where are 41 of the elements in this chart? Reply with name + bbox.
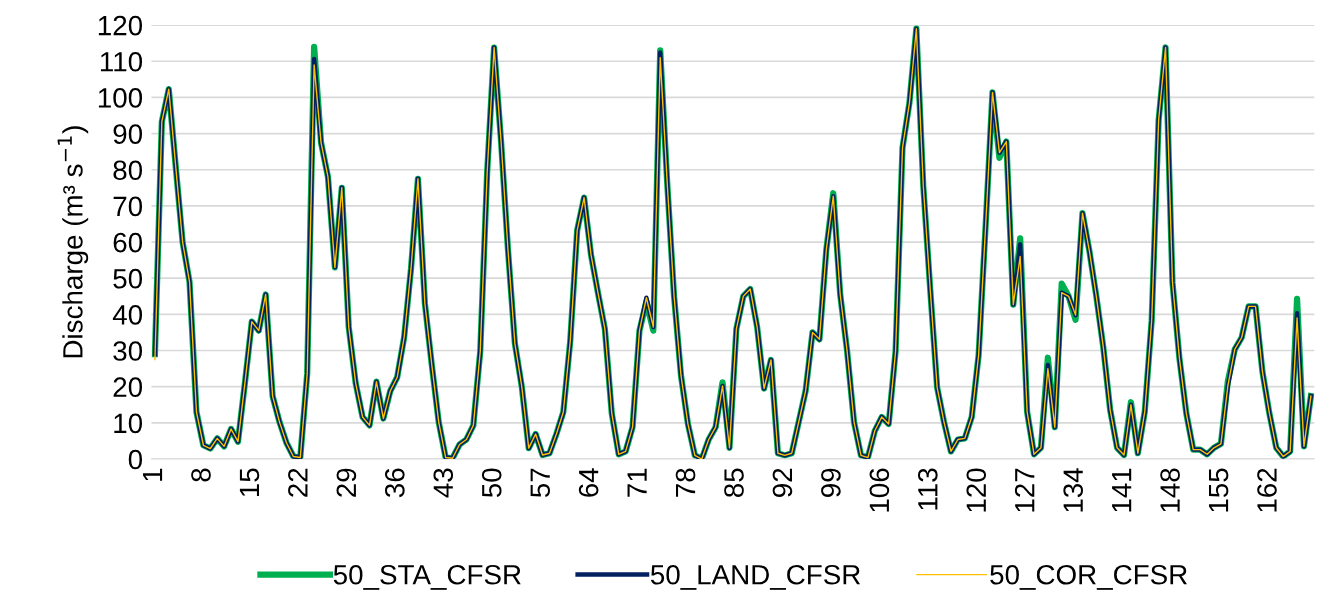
y-tick-label: 60 [113, 232, 143, 253]
x-tick-label: 8 [191, 468, 211, 482]
x-tick-label: 36 [384, 468, 405, 498]
x-tick-label: 85 [724, 468, 744, 498]
x-tick-label: 22 [288, 468, 308, 497]
x-tick-label: 127 [1014, 468, 1035, 512]
x-tick-label: 1 [142, 468, 163, 481]
y-tick-label: 20 [113, 377, 143, 398]
y-tick-label: 80 [113, 160, 143, 181]
x-tick-label: 155 [1208, 468, 1229, 512]
legend-label: 50_STA_CFSR [333, 564, 521, 590]
y-tick-label: 50 [113, 268, 143, 289]
x-tick-label: 106 [869, 468, 890, 512]
x-tick-label: 57 [530, 468, 551, 498]
x-tick-label: 92 [772, 468, 793, 497]
y-tick-label: 10 [114, 413, 143, 434]
y-tick-label: 90 [113, 124, 143, 144]
y-tick-label: 30 [113, 341, 143, 361]
x-tick-label: 162 [1257, 468, 1277, 512]
y-axis-title: Discharge (m³ s$^{−1}$) [57, 126, 89, 358]
y-tick-label: 100 [98, 88, 143, 108]
x-tick-label: 148 [1160, 468, 1180, 512]
x-tick-label: 99 [821, 468, 841, 497]
x-tick-label: 29 [336, 468, 357, 497]
x-tick-label: 64 [578, 468, 599, 497]
legend-label: 50_LAND_CFSR [650, 564, 861, 590]
y-tick-label: 110 [100, 51, 143, 72]
x-tick-label: 120 [966, 468, 987, 512]
x-tick-label: 134 [1063, 468, 1084, 512]
x-tick-label: 71 [627, 468, 647, 497]
legend-label: 50_COR_CFSR [990, 564, 1187, 590]
x-tick-label: 113 [917, 468, 938, 510]
x-tick-label: 141 [1112, 468, 1132, 512]
y-tick-label: 0 [128, 449, 143, 470]
x-tick-label: 15 [239, 468, 260, 497]
x-tick-label: 43 [433, 468, 454, 498]
x-tick-label: 50 [481, 468, 502, 498]
x-tick-label: 78 [675, 468, 696, 497]
y-tick-label: 120 [98, 15, 143, 36]
y-tick-label: 40 [112, 305, 143, 325]
y-tick-label: 70 [113, 196, 143, 217]
